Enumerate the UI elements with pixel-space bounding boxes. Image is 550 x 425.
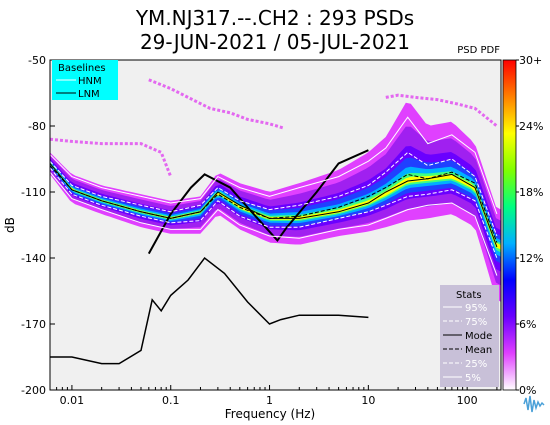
x-tick-label-1: 0.1 [162, 394, 180, 407]
y-axis-label: dB [3, 217, 17, 233]
x-tick-label-3: 10 [361, 394, 375, 407]
colorbar-tick-label-5: 30+ [519, 54, 542, 67]
outlier-band-2 [385, 93, 498, 128]
waveform-logo-icon [523, 395, 545, 413]
colorbar-tick-label-1: 6% [519, 318, 536, 331]
y-tick-label-2: -110 [21, 186, 46, 199]
chart-subtitle: 29-JUN-2021 / 05-JUL-2021 [139, 30, 411, 54]
lnm-legend-label: LNM [78, 89, 100, 100]
stats-legend: Stats 95% 75% Mode Mean 25% 5% [440, 285, 499, 387]
baseline-legend-title: Baselines [58, 63, 106, 74]
mean-legend-label: Mean [465, 345, 492, 356]
colorbar-tick-label-2: 12% [519, 252, 543, 265]
y-tick-label-5: -200 [21, 384, 46, 397]
stats-legend-title: Stats [456, 290, 482, 301]
y-tick-label-1: -80 [28, 120, 46, 133]
series-line-75pct [50, 151, 498, 237]
colorbar-tick-label-3: 18% [519, 186, 543, 199]
p95-legend-label: 95% [465, 303, 487, 314]
y-tick-label-0: -50 [28, 54, 46, 67]
hnm-legend-label: HNM [78, 76, 102, 87]
plot-frame [49, 59, 502, 391]
series-line-hnm [147, 149, 369, 255]
series-line-5pct [50, 171, 498, 276]
p5-legend-label: 5% [465, 373, 481, 384]
p75-legend-label: 75% [465, 317, 487, 328]
psd-pdf-label: PSD PDF [457, 45, 500, 56]
chart-title: YM.NJ317.--.CH2 : 293 PSDs [135, 6, 415, 30]
colorbar-tick-label-4: 24% [519, 120, 543, 133]
colorbar [502, 59, 517, 391]
p25-legend-label: 25% [465, 359, 487, 370]
y-tick-label-3: -140 [21, 252, 46, 265]
series-line-95pct [50, 116, 498, 215]
x-tick-label-4: 100 [457, 394, 478, 407]
pdf-density-layer-4 [50, 161, 501, 257]
y-tick-label-4: -170 [21, 318, 46, 331]
mode-legend-label: Mode [465, 331, 492, 342]
series-line-lnm [50, 256, 369, 365]
series-line-25pct [50, 167, 498, 259]
baseline-legend: Baselines HNM LNM [52, 60, 118, 100]
x-tick-label-2: 1 [266, 394, 273, 407]
outlier-band-0 [50, 137, 173, 178]
x-axis-label: Frequency (Hz) [225, 407, 316, 421]
stats-legend-box [440, 285, 499, 387]
colorbar-tick-label-0: 0% [519, 384, 536, 397]
outlier-band-1 [148, 78, 285, 130]
x-tick-label-0: 0.01 [60, 394, 85, 407]
series-line-mean [50, 165, 498, 243]
